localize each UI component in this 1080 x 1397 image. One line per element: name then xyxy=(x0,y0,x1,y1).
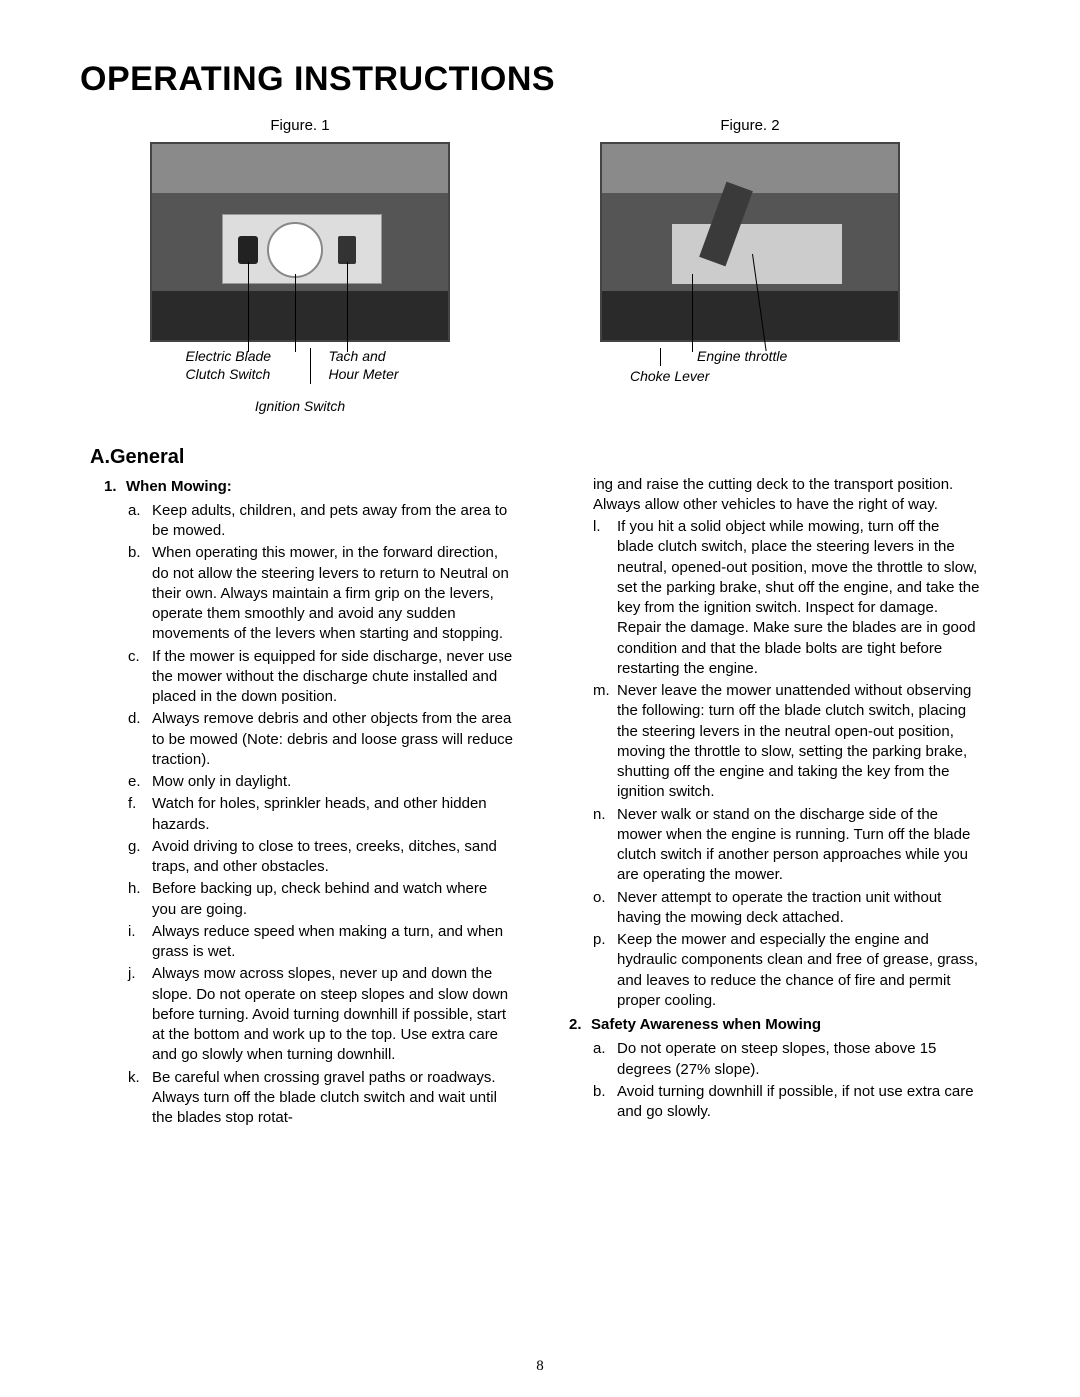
list-item: d.Always remove debris and other objects… xyxy=(128,709,515,770)
list-item: e.Mow only in daylight. xyxy=(128,772,515,792)
fig1-label-ignition: Ignition Switch xyxy=(120,398,480,416)
list-item: j.Always mow across slopes, never up and… xyxy=(128,964,515,1065)
column-right: ing and raise the cutting deck to the tr… xyxy=(545,475,980,1131)
figure-1-labels: Electric Blade Clutch Switch Tach and Ho… xyxy=(120,348,480,416)
figure-2: Figure. 2 Engine throttle Choke Lever xyxy=(570,117,930,416)
list-item: l.If you hit a solid object while mowing… xyxy=(593,517,980,679)
item-2-heading: 2. Safety Awareness when Mowing xyxy=(569,1015,980,1035)
list-item: b.Avoid turning downhill if possible, if… xyxy=(593,1082,980,1123)
list-item: p.Keep the mower and especially the engi… xyxy=(593,930,980,1011)
list-item: g.Avoid driving to close to trees, creek… xyxy=(128,837,515,878)
list-item: m.Never leave the mower unattended witho… xyxy=(593,681,980,803)
figure-1-image xyxy=(150,142,450,342)
column-left: 1. When Mowing: a.Keep adults, children,… xyxy=(80,475,515,1131)
section-a-heading: A.General xyxy=(90,446,1000,469)
fig1-label-hour-meter: Hour Meter xyxy=(329,366,399,382)
list-item: o.Never attempt to operate the traction … xyxy=(593,888,980,929)
list-item: i.Always reduce speed when making a turn… xyxy=(128,922,515,963)
list-item: f.Watch for holes, sprinkler heads, and … xyxy=(128,794,515,835)
item-1-heading: 1. When Mowing: xyxy=(104,477,515,497)
list-item: a.Do not operate on steep slopes, those … xyxy=(593,1039,980,1080)
page-number: 8 xyxy=(0,1358,1080,1375)
figure-1: Figure. 1 Electric Blade Clutch Switch T… xyxy=(120,117,480,416)
figure-1-caption: Figure. 1 xyxy=(120,117,480,134)
list-1-left: a.Keep adults, children, and pets away f… xyxy=(128,501,515,1129)
figure-2-labels: Engine throttle Choke Lever xyxy=(570,348,930,386)
content-columns: 1. When Mowing: a.Keep adults, children,… xyxy=(80,475,1000,1131)
list-1-right: ing and raise the cutting deck to the tr… xyxy=(593,475,980,1012)
figure-2-caption: Figure. 2 xyxy=(570,117,930,134)
list-item: b.When operating this mower, in the forw… xyxy=(128,543,515,644)
fig1-label-clutch-switch: Clutch Switch xyxy=(186,366,271,382)
fig1-label-electric-blade: Electric Blade xyxy=(186,348,272,364)
list-2: a.Do not operate on steep slopes, those … xyxy=(593,1039,980,1122)
fig1-label-tach: Tach and xyxy=(329,348,386,364)
figures-row: Figure. 1 Electric Blade Clutch Switch T… xyxy=(80,117,1000,416)
list-item: h.Before backing up, check behind and wa… xyxy=(128,879,515,920)
page-title: OPERATING INSTRUCTIONS xyxy=(80,60,1000,99)
list-item: n.Never walk or stand on the discharge s… xyxy=(593,805,980,886)
figure-2-image xyxy=(600,142,900,342)
list-item: a.Keep adults, children, and pets away f… xyxy=(128,501,515,542)
list-item: k.Be careful when crossing gravel paths … xyxy=(128,1068,515,1129)
list-item-continuation: ing and raise the cutting deck to the tr… xyxy=(593,475,980,516)
fig2-label-choke: Choke Lever xyxy=(630,368,709,384)
list-item: c.If the mower is equipped for side disc… xyxy=(128,647,515,708)
fig2-label-throttle: Engine throttle xyxy=(697,348,787,364)
